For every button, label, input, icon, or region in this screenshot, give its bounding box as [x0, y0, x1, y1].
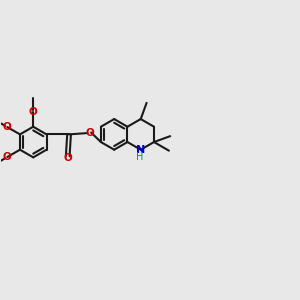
Text: H: H: [136, 152, 144, 162]
Text: O: O: [3, 152, 12, 162]
Text: O: O: [3, 122, 12, 132]
Text: O: O: [85, 128, 94, 137]
Text: N: N: [136, 145, 145, 155]
Text: O: O: [63, 153, 72, 163]
Text: O: O: [29, 107, 38, 117]
